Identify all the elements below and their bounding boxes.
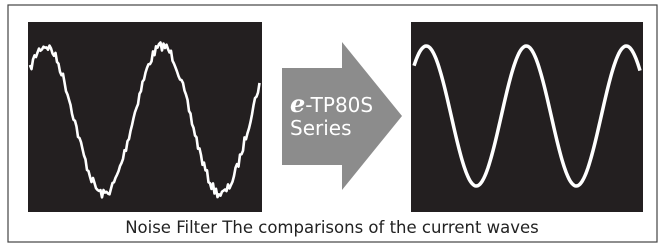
model: -TP80S — [305, 93, 373, 117]
noisy-wave-panel — [28, 22, 262, 212]
figure: e-TP80S Series Noise Filter The comparis… — [0, 0, 665, 247]
brand-prefix: e — [290, 89, 305, 118]
filtered-wave-panel — [411, 22, 643, 212]
arrow-label: e-TP80S — [290, 89, 373, 118]
caption: Noise Filter The comparisons of the curr… — [125, 218, 539, 237]
series-label: Series — [290, 116, 352, 140]
